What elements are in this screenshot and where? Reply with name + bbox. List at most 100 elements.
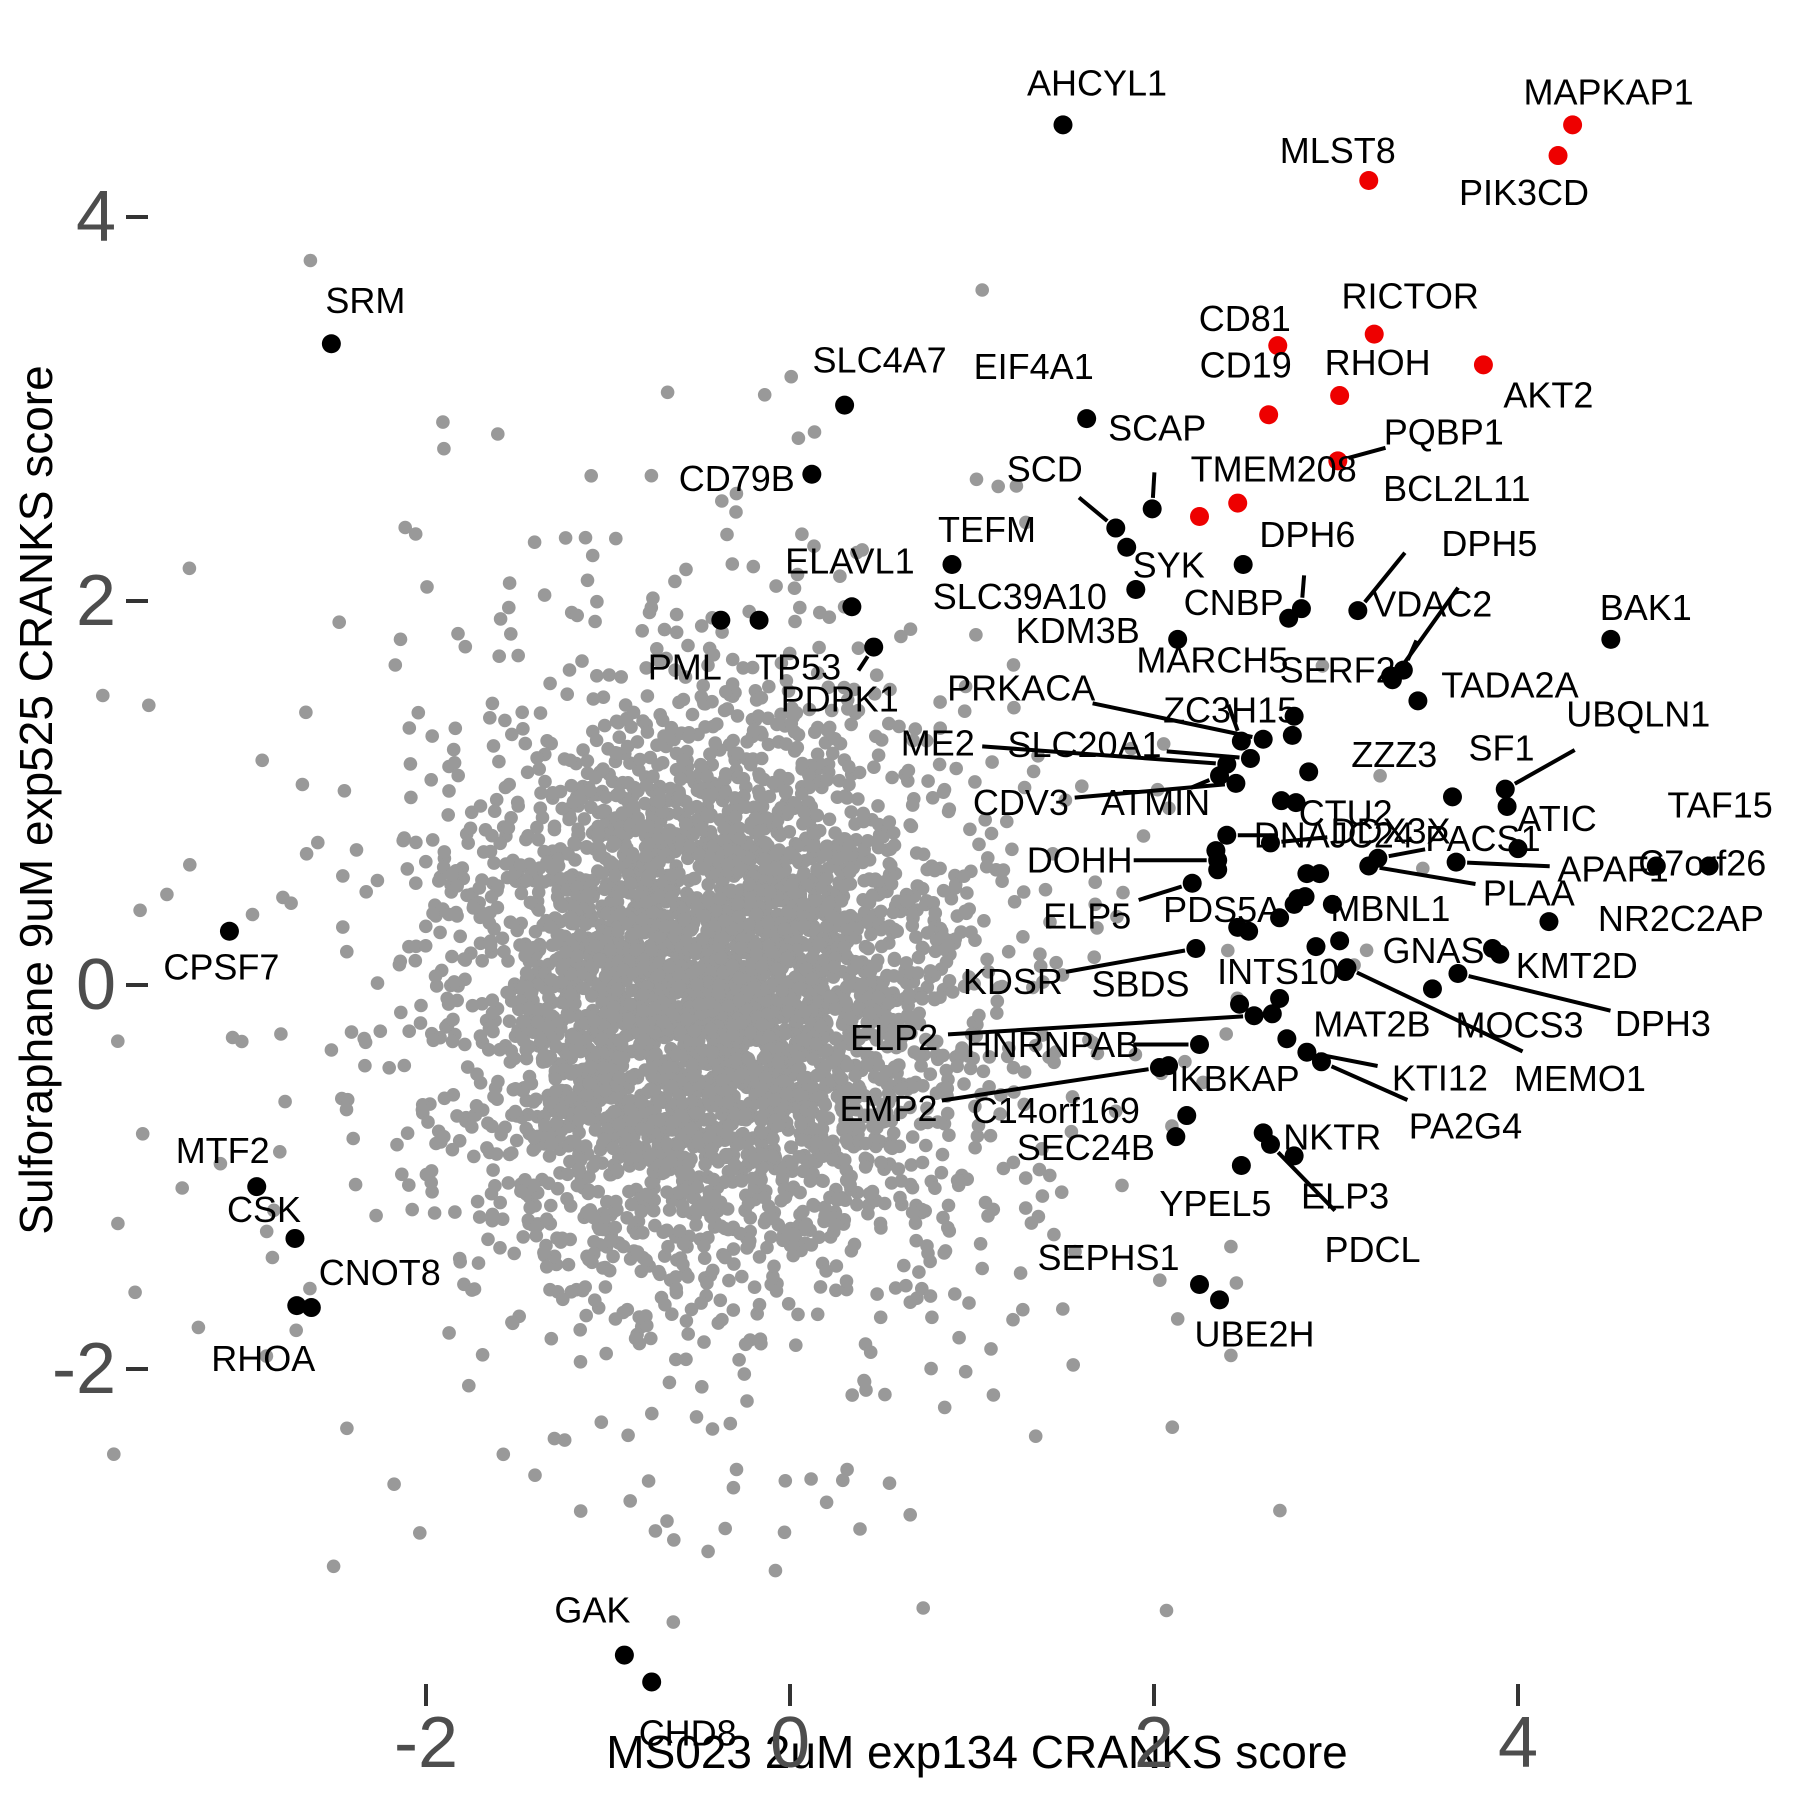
background-point bbox=[878, 1387, 892, 1402]
background-point bbox=[610, 1050, 625, 1065]
background-point bbox=[540, 734, 554, 748]
background-point bbox=[547, 1431, 562, 1446]
background-point bbox=[983, 1128, 998, 1143]
background-point bbox=[976, 1064, 991, 1079]
gene-dot-APAF1 bbox=[1446, 852, 1466, 872]
background-point bbox=[560, 687, 574, 701]
background-point bbox=[737, 1367, 752, 1381]
background-point bbox=[731, 896, 745, 911]
background-point bbox=[682, 1156, 696, 1170]
background-point bbox=[836, 1121, 850, 1135]
background-point bbox=[1416, 861, 1430, 876]
background-point bbox=[402, 1178, 416, 1192]
gene-label-ATMIN: ATMIN bbox=[1101, 782, 1210, 823]
background-point bbox=[914, 991, 929, 1005]
background-point bbox=[505, 727, 519, 742]
gene-dot-SCAP bbox=[1142, 499, 1162, 519]
background-point bbox=[648, 1001, 662, 1015]
background-point bbox=[587, 1235, 601, 1249]
background-point bbox=[910, 966, 925, 980]
gene-label-PDPK1: PDPK1 bbox=[781, 679, 899, 720]
gene-dot-KTI12 bbox=[1297, 1042, 1317, 1062]
background-point bbox=[697, 909, 712, 923]
background-point bbox=[835, 1473, 850, 1488]
gene-dot-MTF2 bbox=[247, 1177, 267, 1197]
background-point bbox=[745, 660, 760, 675]
background-point bbox=[908, 1216, 923, 1230]
background-point bbox=[933, 721, 947, 735]
unlabeled-black-point bbox=[1306, 937, 1326, 957]
gene-dot-EIF4A1 bbox=[1077, 409, 1097, 429]
background-point bbox=[1055, 968, 1070, 982]
background-point bbox=[885, 770, 899, 785]
gene-dot-ZC3H15 bbox=[1284, 706, 1304, 726]
background-point bbox=[719, 1147, 733, 1162]
background-point bbox=[819, 1264, 833, 1278]
background-point bbox=[1128, 1047, 1143, 1062]
background-point bbox=[660, 385, 675, 400]
background-point bbox=[701, 788, 715, 802]
background-point bbox=[874, 1155, 888, 1170]
background-point bbox=[1043, 915, 1057, 929]
gene-label-PQBP1: PQBP1 bbox=[1384, 411, 1504, 452]
background-point bbox=[848, 1068, 862, 1083]
background-point bbox=[794, 1133, 809, 1147]
background-point bbox=[932, 757, 947, 772]
background-point bbox=[937, 1400, 952, 1415]
background-point bbox=[925, 791, 940, 805]
background-point bbox=[862, 1006, 877, 1020]
background-point bbox=[1005, 842, 1019, 857]
background-point bbox=[1049, 955, 1063, 970]
background-point bbox=[792, 1087, 806, 1102]
background-point bbox=[664, 890, 679, 904]
background-point bbox=[553, 784, 568, 799]
background-point bbox=[940, 1081, 955, 1096]
background-point bbox=[973, 1237, 988, 1251]
gene-label-RHOA: RHOA bbox=[211, 1338, 315, 1379]
gene-dot-TAF15 bbox=[1699, 856, 1719, 876]
background-point bbox=[700, 808, 715, 823]
background-point bbox=[1007, 700, 1021, 715]
gene-dot-CD81 bbox=[1268, 336, 1288, 356]
background-point bbox=[588, 939, 603, 953]
background-point bbox=[781, 804, 796, 819]
gene-label-BCL2L11: BCL2L11 bbox=[1383, 468, 1530, 509]
background-point bbox=[467, 1282, 482, 1296]
background-point bbox=[419, 854, 433, 869]
gene-label-ELP3: ELP3 bbox=[1301, 1175, 1389, 1216]
background-point bbox=[1054, 1185, 1069, 1199]
background-point bbox=[556, 958, 571, 972]
background-point bbox=[652, 1094, 667, 1109]
background-point bbox=[596, 1060, 611, 1075]
background-point bbox=[845, 1388, 859, 1402]
background-point bbox=[532, 762, 546, 776]
background-point bbox=[717, 821, 731, 836]
background-point bbox=[968, 1140, 982, 1155]
background-point bbox=[596, 690, 611, 704]
background-point bbox=[819, 919, 834, 934]
background-point bbox=[680, 1012, 694, 1026]
background-point bbox=[811, 936, 826, 951]
background-point bbox=[676, 692, 691, 707]
background-point bbox=[612, 786, 626, 800]
background-point bbox=[1156, 737, 1171, 751]
background-point bbox=[537, 875, 551, 889]
background-point bbox=[678, 670, 693, 684]
background-point bbox=[993, 1107, 1007, 1121]
background-point bbox=[451, 768, 466, 783]
gene-dot-RICTOR bbox=[1364, 324, 1384, 344]
gene-dot-ZZZ3 bbox=[1282, 725, 1302, 745]
background-point bbox=[1018, 1201, 1033, 1215]
gene-label-CSK: CSK bbox=[227, 1189, 301, 1230]
background-point bbox=[485, 1207, 500, 1222]
background-point bbox=[694, 619, 709, 633]
background-point bbox=[972, 837, 986, 852]
gene-dot-SYK bbox=[1117, 537, 1137, 557]
background-point bbox=[502, 1014, 517, 1028]
background-point bbox=[936, 785, 951, 799]
background-point bbox=[882, 815, 897, 829]
background-point bbox=[437, 1091, 452, 1106]
background-point bbox=[578, 530, 593, 545]
background-point bbox=[912, 1006, 926, 1021]
